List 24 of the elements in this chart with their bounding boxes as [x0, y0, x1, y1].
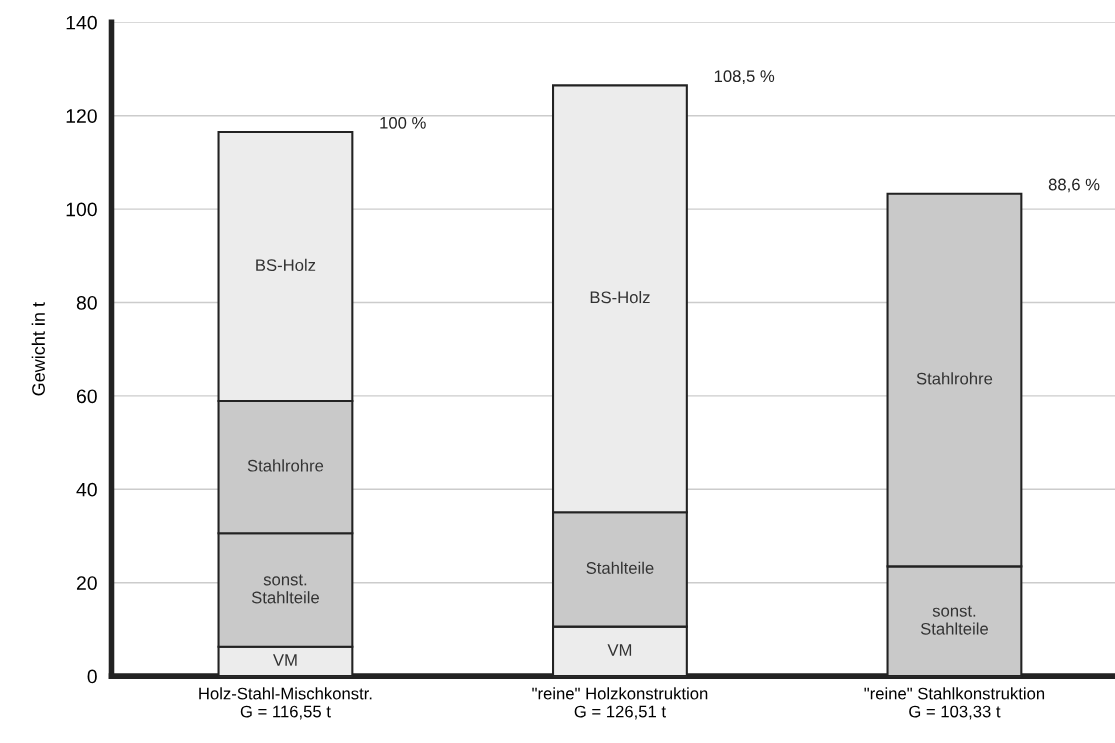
series-label: Stahlrohre — [247, 459, 324, 472]
y-tick-label: 120 — [66, 109, 97, 123]
annotation: 88,6 % — [1048, 178, 1100, 193]
x-tick-label: "reine" Holzkonstruktion G = 126,51 t — [532, 687, 708, 720]
series-label: BS-Holz — [256, 258, 316, 272]
x-tick-label: "reine" Stahlkonstruktion G = 103,33 t — [864, 687, 1045, 720]
y-tick-label: 100 — [66, 202, 97, 217]
annotation: 100 % — [380, 116, 426, 129]
text: BS-Holz — [590, 291, 650, 304]
series-label: sonst. Stahlteile — [251, 574, 319, 604]
annotation: 108,5 % — [714, 70, 775, 85]
series-label: Stahlteile — [586, 561, 654, 574]
text: Stahlrohre — [916, 372, 993, 385]
y-tick-label: 60 — [76, 389, 97, 404]
x-tick-label: Holz-Stahl-Mischkonstr. G = 116,55 t — [199, 687, 372, 720]
y-tick-label: 0 — [87, 669, 97, 684]
series-label: VM — [273, 654, 297, 666]
y-tick-label: 40 — [76, 482, 97, 497]
y-tick-label: 140 — [66, 15, 97, 30]
y-axis-title: Gewicht in t — [31, 302, 45, 396]
y-tick-label: 20 — [76, 576, 97, 590]
text: sonst. Stahlteile — [920, 605, 988, 635]
text: VM — [607, 644, 632, 656]
y-tick-label: 80 — [76, 295, 97, 310]
